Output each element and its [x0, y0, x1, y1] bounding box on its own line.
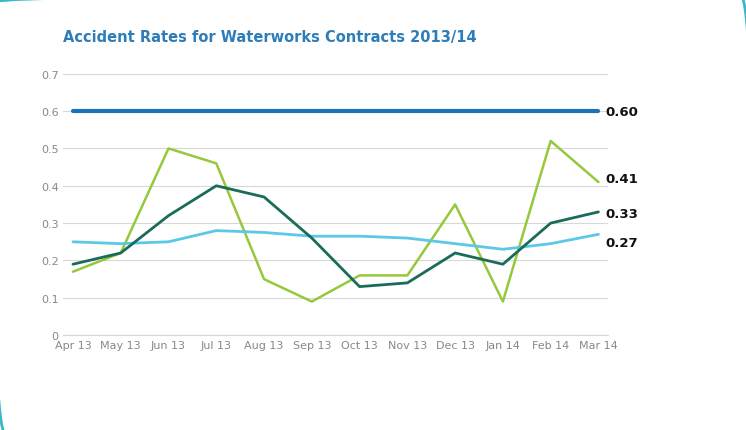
- Text: 0.27: 0.27: [606, 237, 639, 249]
- Text: 0.33: 0.33: [606, 208, 639, 221]
- Text: Accident Rates for Waterworks Contracts 2013/14: Accident Rates for Waterworks Contracts …: [63, 30, 477, 45]
- Text: 0.60: 0.60: [606, 105, 639, 118]
- Text: 0.41: 0.41: [606, 172, 639, 185]
